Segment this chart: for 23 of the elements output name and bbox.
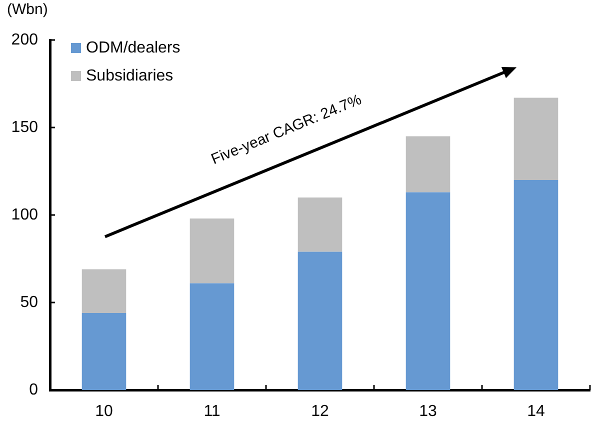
bar <box>406 136 450 192</box>
y-tick-label: 150 <box>11 118 38 136</box>
legend-label: ODM/dealers <box>86 39 180 56</box>
x-tick-label: 12 <box>311 403 329 420</box>
legend-label: Subsidiaries <box>86 67 174 84</box>
bar <box>298 252 342 390</box>
bar <box>514 180 558 390</box>
y-axis-title: (Wbn) <box>7 1 48 18</box>
bar <box>514 98 558 180</box>
bar <box>406 192 450 390</box>
y-tick-label: 50 <box>20 294 38 311</box>
x-tick-label: 13 <box>419 403 437 420</box>
bar <box>82 269 126 313</box>
bar <box>190 283 234 390</box>
bar <box>190 218 234 284</box>
x-tick-label: 10 <box>95 403 113 420</box>
x-tick-label: 14 <box>527 403 545 420</box>
y-tick-label: 0 <box>29 381 38 398</box>
y-tick-label: 200 <box>11 31 38 48</box>
bar <box>298 198 342 252</box>
y-tick-label: 100 <box>11 206 38 224</box>
x-tick-label: 11 <box>204 403 220 420</box>
bar <box>82 313 126 390</box>
